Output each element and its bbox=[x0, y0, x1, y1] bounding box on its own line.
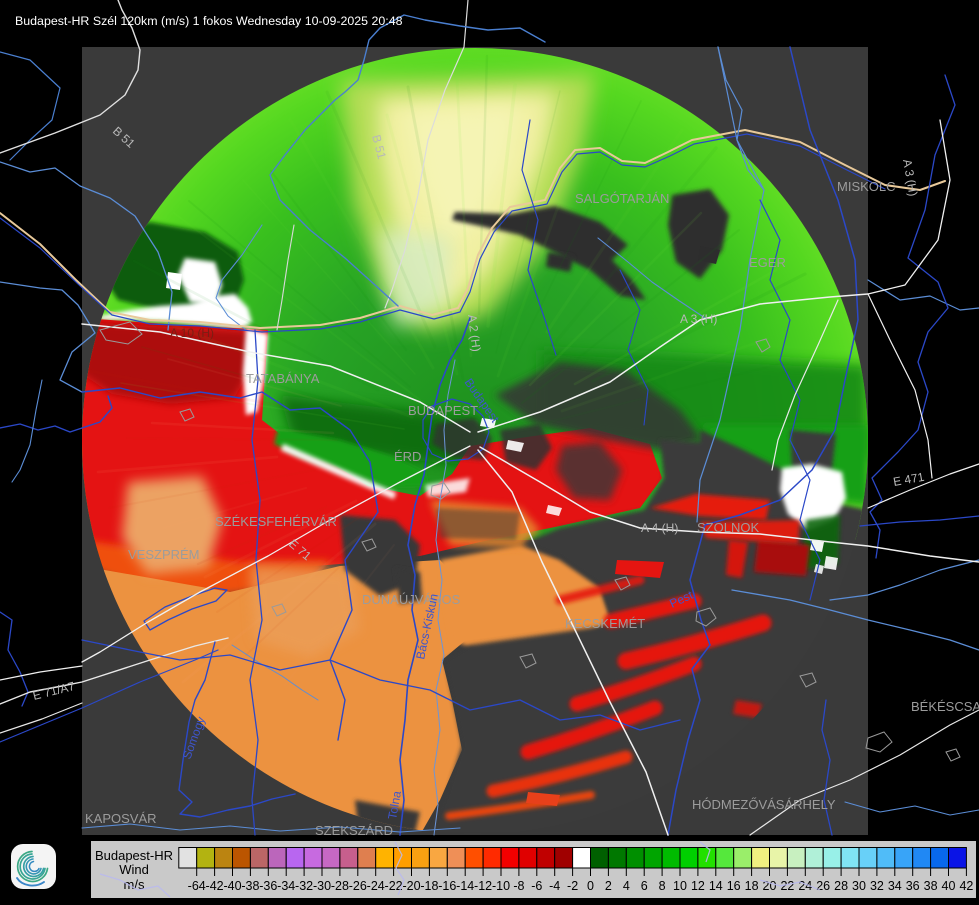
svg-text:32: 32 bbox=[870, 879, 884, 893]
svg-text:SZEKSZÁRD: SZEKSZÁRD bbox=[315, 823, 393, 838]
svg-text:A 4 (H): A 4 (H) bbox=[641, 521, 678, 535]
svg-text:-28: -28 bbox=[331, 879, 349, 893]
svg-text:-2: -2 bbox=[567, 879, 578, 893]
svg-text:-20: -20 bbox=[402, 879, 420, 893]
svg-text:10: 10 bbox=[673, 879, 687, 893]
svg-text:2: 2 bbox=[605, 879, 612, 893]
svg-text:4: 4 bbox=[623, 879, 630, 893]
svg-text:-42: -42 bbox=[206, 879, 224, 893]
svg-text:KAPOSVÁR: KAPOSVÁR bbox=[85, 811, 157, 826]
svg-text:SZOLNOK: SZOLNOK bbox=[697, 520, 759, 535]
svg-text:B 51: B 51 bbox=[369, 133, 389, 161]
svg-text:BUDAPEST: BUDAPEST bbox=[408, 403, 478, 418]
svg-text:-14: -14 bbox=[456, 879, 474, 893]
svg-text:38: 38 bbox=[924, 879, 938, 893]
svg-text:Wind: Wind bbox=[119, 862, 149, 877]
svg-text:KECSKEMÉT: KECSKEMÉT bbox=[565, 616, 645, 631]
svg-text:VESZPRÉM: VESZPRÉM bbox=[128, 547, 200, 562]
svg-text:EGER: EGER bbox=[749, 255, 786, 270]
svg-text:HÓDMEZŐVÁSÁRHELY: HÓDMEZŐVÁSÁRHELY bbox=[692, 797, 836, 812]
svg-text:Budapest-HR Szél 120km (m/s) 1: Budapest-HR Szél 120km (m/s) 1 fokos Wed… bbox=[15, 14, 403, 28]
svg-text:12: 12 bbox=[691, 879, 705, 893]
svg-text:-12: -12 bbox=[474, 879, 492, 893]
svg-text:A 10 (H): A 10 (H) bbox=[170, 326, 214, 340]
svg-text:18: 18 bbox=[745, 879, 759, 893]
svg-text:Budapest-HR: Budapest-HR bbox=[95, 848, 173, 863]
svg-text:-22: -22 bbox=[385, 879, 403, 893]
svg-text:-6: -6 bbox=[531, 879, 542, 893]
svg-text:ÉRD: ÉRD bbox=[394, 449, 421, 464]
svg-text:22: 22 bbox=[780, 879, 794, 893]
svg-text:8: 8 bbox=[659, 879, 666, 893]
svg-text:BÉKÉSCSABA: BÉKÉSCSABA bbox=[911, 699, 979, 714]
svg-text:Tolna: Tolna bbox=[385, 790, 404, 821]
svg-text:26: 26 bbox=[816, 879, 830, 893]
svg-text:-4: -4 bbox=[549, 879, 560, 893]
svg-text:-38: -38 bbox=[241, 879, 259, 893]
svg-text:34: 34 bbox=[888, 879, 902, 893]
svg-text:16: 16 bbox=[727, 879, 741, 893]
svg-text:m/s: m/s bbox=[124, 877, 145, 892]
svg-text:A 3 (H): A 3 (H) bbox=[680, 312, 717, 326]
svg-text:30: 30 bbox=[852, 879, 866, 893]
svg-text:MISKOLC: MISKOLC bbox=[837, 179, 896, 194]
svg-text:-34: -34 bbox=[277, 879, 295, 893]
svg-text:-16: -16 bbox=[438, 879, 456, 893]
svg-text:SALGÓTARJÁN: SALGÓTARJÁN bbox=[575, 191, 669, 206]
svg-text:-32: -32 bbox=[295, 879, 313, 893]
svg-text:40: 40 bbox=[942, 879, 956, 893]
svg-text:-36: -36 bbox=[259, 879, 277, 893]
svg-text:14: 14 bbox=[709, 879, 723, 893]
svg-text:-40: -40 bbox=[223, 879, 241, 893]
svg-text:-8: -8 bbox=[513, 879, 524, 893]
svg-text:-18: -18 bbox=[420, 879, 438, 893]
svg-text:20: 20 bbox=[763, 879, 777, 893]
svg-text:0: 0 bbox=[587, 879, 594, 893]
svg-text:SZÉKESFEHÉRVÁR: SZÉKESFEHÉRVÁR bbox=[215, 514, 337, 529]
svg-text:-10: -10 bbox=[492, 879, 510, 893]
svg-text:TATABÁNYA: TATABÁNYA bbox=[246, 371, 320, 386]
svg-text:A 3 (H): A 3 (H) bbox=[900, 158, 920, 197]
svg-text:-26: -26 bbox=[349, 879, 367, 893]
svg-text:28: 28 bbox=[834, 879, 848, 893]
svg-text:6: 6 bbox=[641, 879, 648, 893]
svg-text:-64: -64 bbox=[188, 879, 206, 893]
svg-text:-24: -24 bbox=[367, 879, 385, 893]
svg-text:DUNAÚJVÁROS: DUNAÚJVÁROS bbox=[362, 592, 461, 607]
svg-text:E 471: E 471 bbox=[892, 470, 926, 489]
svg-text:42: 42 bbox=[959, 879, 973, 893]
svg-text:-30: -30 bbox=[313, 879, 331, 893]
svg-text:36: 36 bbox=[906, 879, 920, 893]
svg-text:A 2 (H): A 2 (H) bbox=[465, 314, 483, 353]
